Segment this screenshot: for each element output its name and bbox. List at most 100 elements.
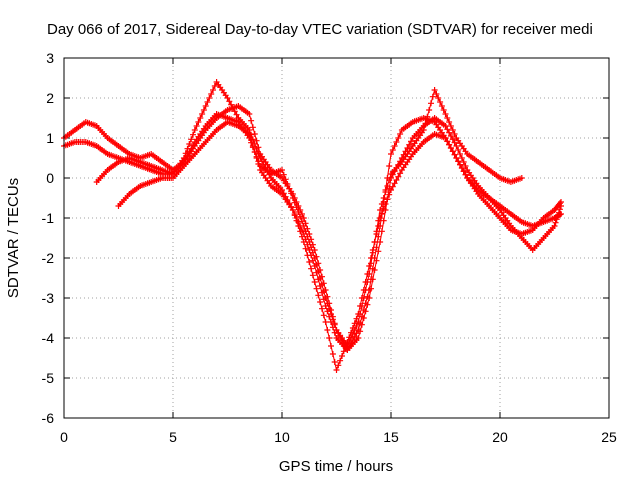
data-point-trail — [193, 123, 200, 129]
data-point-trail — [451, 139, 458, 146]
data-point-trail — [458, 155, 465, 161]
data-point-trail — [184, 152, 191, 159]
data-point — [355, 335, 362, 341]
series-track-1 — [61, 103, 564, 353]
series-track-3 — [115, 115, 564, 353]
y-tick-label: 0 — [46, 170, 54, 186]
data-point-trail — [284, 181, 291, 187]
x-tick-label: 20 — [492, 429, 508, 445]
data-point-trail — [404, 145, 411, 151]
data-point-trail — [462, 171, 469, 178]
data-point-trail — [552, 219, 559, 226]
series-line — [63, 80, 562, 372]
data-point-trail — [435, 95, 442, 101]
data-point-trail — [199, 111, 206, 117]
data-point-trail — [208, 91, 215, 97]
data-point-trail — [378, 201, 385, 207]
tick-labels: 0 5 10 15 20 25 -6 -5 -4 -3 -2 -1 0 1 2 3 — [42, 50, 617, 445]
data-point-trail — [391, 143, 398, 149]
data-point-trail — [375, 217, 382, 224]
data-point — [453, 143, 460, 149]
data-point-trail — [389, 183, 396, 190]
data-point — [366, 271, 373, 277]
data-point-trail — [358, 303, 365, 309]
data-point-trail — [291, 211, 298, 217]
data-point — [551, 223, 558, 229]
data-point-trail — [449, 136, 456, 143]
data-point-trail — [380, 195, 387, 201]
data-point-trail — [384, 183, 391, 189]
data-point-trail — [424, 113, 431, 120]
data-point — [180, 159, 187, 165]
data-point — [191, 127, 198, 133]
data-point-trail — [299, 227, 305, 233]
data-point — [431, 87, 438, 93]
data-point — [377, 223, 384, 229]
data-point-trail — [328, 343, 334, 349]
data-point-trail — [186, 149, 193, 155]
data-point-trail — [255, 150, 262, 157]
chart-title: Day 066 of 2017, Sidereal Day-to-day VTE… — [47, 21, 593, 38]
data-point-trail — [304, 233, 311, 240]
data-point — [246, 111, 253, 117]
data-point — [202, 103, 209, 109]
data-point-trail — [386, 163, 393, 169]
data-point-trail — [444, 138, 451, 145]
data-point-trail — [188, 136, 195, 143]
data-point-trail — [351, 327, 358, 333]
data-point-trail — [446, 141, 453, 148]
data-point-trail — [389, 147, 396, 153]
data-point-trail — [449, 127, 456, 133]
data-point — [300, 215, 307, 221]
y-tick-label: -3 — [42, 290, 55, 306]
data-point-trail — [186, 141, 193, 147]
data-point-trail — [331, 321, 338, 328]
x-tick-label: 5 — [169, 429, 177, 445]
data-point-trail — [455, 158, 462, 165]
data-point-trail — [229, 105, 236, 111]
plot-frame — [63, 57, 610, 419]
data-point-trail — [253, 137, 260, 144]
data-point-trail — [313, 261, 320, 268]
data-point-trail — [460, 168, 467, 175]
data-point — [377, 207, 384, 213]
data-series — [61, 79, 564, 373]
data-point-trail — [422, 120, 429, 127]
data-point-trail — [337, 357, 344, 364]
data-point-trail — [438, 103, 445, 109]
data-point-trail — [188, 145, 195, 152]
data-point-trail — [429, 93, 436, 100]
data-point-trail — [437, 99, 444, 105]
data-point — [453, 155, 460, 161]
data-point-trail — [444, 126, 451, 133]
data-point-trail — [317, 299, 324, 305]
data-point-trail — [315, 268, 322, 275]
data-point-trail — [190, 131, 196, 138]
data-point-trail — [556, 200, 563, 207]
data-point-trail — [320, 312, 327, 319]
data-point — [442, 135, 449, 141]
data-point-trail — [373, 228, 380, 235]
data-point-trail — [315, 292, 322, 299]
data-point-trail — [346, 339, 353, 345]
data-point-trail — [335, 362, 342, 369]
data-point-trail — [458, 165, 465, 171]
data-point — [333, 367, 340, 373]
data-point — [224, 95, 231, 101]
series-track-2 — [61, 79, 564, 373]
grid — [64, 58, 609, 418]
data-point-trail — [324, 327, 331, 333]
data-point — [355, 319, 362, 325]
data-point-trail — [371, 255, 378, 261]
x-tick-label: 25 — [601, 429, 617, 445]
data-point-trail — [340, 348, 347, 355]
data-point-trail — [395, 135, 402, 141]
data-point-trail — [378, 228, 385, 235]
data-point-trail — [317, 275, 324, 281]
data-point-trail — [364, 279, 371, 285]
data-point-trail — [360, 307, 367, 313]
data-point-trail — [255, 158, 262, 165]
data-point-trail — [457, 151, 463, 157]
x-axis-label: GPS time / hours — [279, 458, 393, 475]
data-point-trail — [462, 163, 469, 169]
